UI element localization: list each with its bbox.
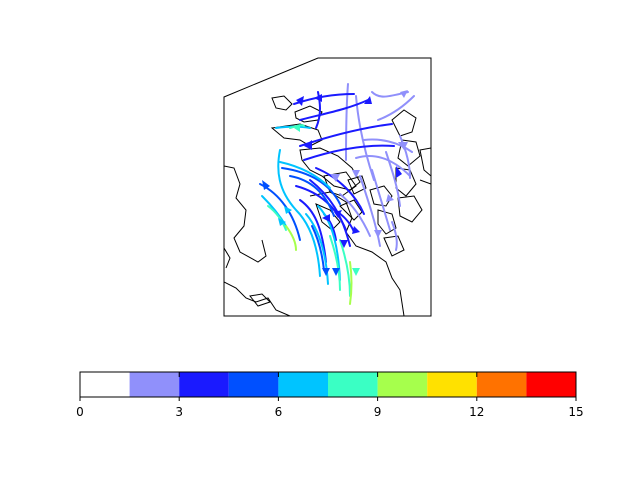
colorbar-frame [79, 371, 577, 398]
colorbar-tick-label: 9 [374, 405, 382, 419]
coastlines [224, 95, 431, 316]
colorbar-bin-5 [328, 372, 378, 397]
colorbar: 0 3 6 9 12 15 [76, 371, 584, 419]
streamline-arrows [262, 90, 408, 276]
colorbar-tick-label: 3 [175, 405, 183, 419]
colorbar-bin-3 [228, 372, 279, 397]
colorbar-bin-8 [476, 372, 527, 397]
colorbar-bin-7 [427, 372, 477, 397]
colorbar-bin-1 [129, 372, 180, 397]
colorbar-bin-6 [377, 372, 428, 397]
colorbar-bin-0 [80, 372, 130, 397]
colorbar-bin-2 [179, 372, 229, 397]
colorbar-tick-label: 6 [275, 405, 283, 419]
colorbar-tick-label: 0 [76, 405, 84, 419]
colorbar-bin-9 [526, 372, 576, 397]
colorbar-tick-label: 15 [568, 405, 583, 419]
colorbar-tick-label: 12 [469, 405, 484, 419]
colorbar-bin-4 [278, 372, 328, 397]
map-frame [223, 57, 432, 317]
streamlines [259, 83, 415, 305]
